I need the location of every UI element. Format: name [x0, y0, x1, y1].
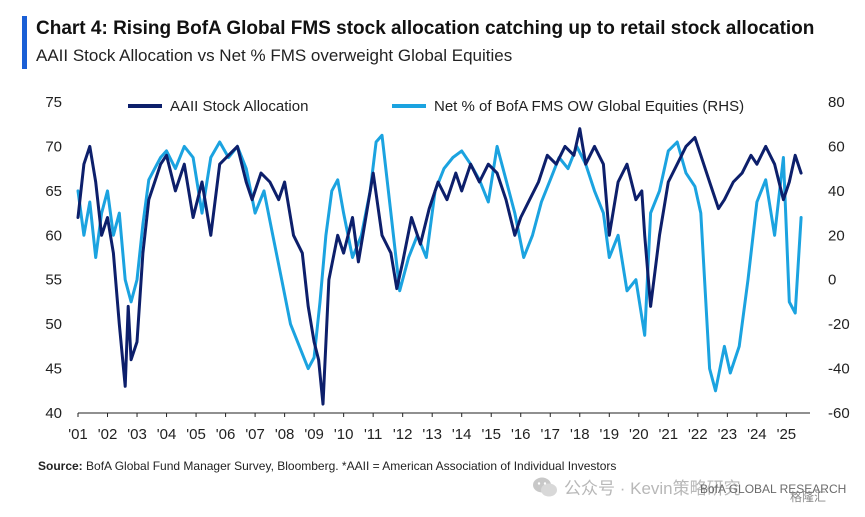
x-tick-label: '02: [98, 426, 118, 443]
y-right-tick-label: 80: [828, 94, 845, 111]
source-label: Source:: [38, 459, 83, 473]
x-tick-label: '08: [275, 426, 295, 443]
y-right-tick-label: 40: [828, 183, 845, 200]
y-right-tick-label: 60: [828, 138, 845, 155]
y-right-tick-label: 0: [828, 272, 836, 289]
y-right-tick-label: -20: [828, 316, 850, 333]
y-left-tick-label: 70: [45, 138, 62, 155]
y-left-tick-label: 40: [45, 405, 62, 422]
wechat-attribution: 公众号 · Kevin策略研究: [532, 474, 741, 499]
x-tick-label: '14: [452, 426, 472, 443]
x-tick-label: '21: [659, 426, 679, 443]
chart-title: Chart 4: Rising BofA Global FMS stock al…: [36, 18, 815, 39]
y-left-tick-label: 75: [45, 94, 62, 111]
brand-label: BofA GLOBAL RESEARCH: [700, 482, 847, 496]
wechat-label: 公众号 · Kevin策略研究: [564, 479, 741, 498]
legend-fms-label: Net % of BofA FMS OW Global Equities (RH…: [434, 98, 744, 115]
x-tick-label: '17: [540, 426, 560, 443]
y-right-tick-label: -40: [828, 361, 850, 378]
chart-subtitle: AAII Stock Allocation vs Net % FMS overw…: [36, 46, 513, 65]
y-left-tick-label: 50: [45, 316, 62, 333]
wechat-icon: [533, 477, 557, 496]
x-tick-label: '12: [393, 426, 413, 443]
x-tick-label: '25: [777, 426, 797, 443]
x-tick-label: '05: [186, 426, 206, 443]
title-accent-bar: [22, 16, 27, 69]
x-tick-label: '20: [629, 426, 649, 443]
x-tick-label: '04: [157, 426, 177, 443]
y-left-tick-label: 60: [45, 227, 62, 244]
x-tick-label: '06: [216, 426, 236, 443]
x-tick-label: '13: [422, 426, 442, 443]
x-tick-label: '10: [334, 426, 354, 443]
y-left-tick-label: 65: [45, 183, 62, 200]
x-tick-label: '01: [68, 426, 88, 443]
x-tick-label: '24: [747, 426, 767, 443]
y-right-tick-label: -60: [828, 405, 850, 422]
x-tick-label: '19: [600, 426, 620, 443]
legend-aaii-label: AAII Stock Allocation: [170, 98, 308, 115]
x-tick-label: '16: [511, 426, 531, 443]
aaii-series-line: [76, 127, 803, 406]
x-tick-label: '22: [688, 426, 708, 443]
x-tick-label: '07: [245, 426, 265, 443]
x-tick-label: '11: [364, 426, 382, 443]
chart-area: 40 45 50 55 60 65 70 75 -60 -40 -20 0 20 40 60 80 '01 '02…: [45, 94, 850, 443]
x-tick-label: '23: [718, 426, 738, 443]
y-right-tick-label: 20: [828, 227, 845, 244]
x-tick-label: '03: [127, 426, 147, 443]
y-left-tick-label: 45: [45, 361, 62, 378]
watermark-logo: 格隆汇: [790, 490, 827, 504]
x-tick-label: '15: [481, 426, 501, 443]
source-text: BofA Global Fund Manager Survey, Bloombe…: [82, 459, 617, 473]
source-note: Source: BofA Global Fund Manager Survey,…: [38, 459, 616, 473]
x-tick-label: '09: [304, 426, 324, 443]
y-left-tick-label: 55: [45, 272, 62, 289]
x-tick-label: '18: [570, 426, 590, 443]
